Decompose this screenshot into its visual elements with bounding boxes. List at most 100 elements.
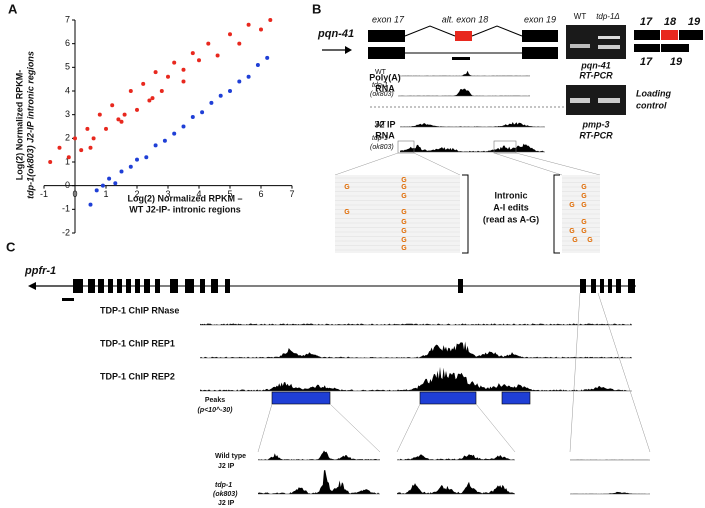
edit-base: G xyxy=(401,193,407,200)
point xyxy=(104,126,108,131)
exon xyxy=(126,279,131,293)
y-tick-label: -1 xyxy=(62,204,70,214)
point xyxy=(181,67,186,72)
point xyxy=(97,112,102,117)
arrow-head xyxy=(28,282,36,290)
zoom-box xyxy=(397,140,415,154)
point xyxy=(88,145,93,150)
gel-caption: Loading xyxy=(636,88,671,98)
exon xyxy=(155,279,160,293)
scale-bar xyxy=(62,298,74,301)
gel xyxy=(566,25,626,59)
exon xyxy=(73,279,83,293)
track-label: TDP-1 ChIP RNase xyxy=(100,305,179,315)
edits-label: A-I edits xyxy=(493,202,529,212)
track-label: Poly(A) xyxy=(369,72,401,82)
exon-label: alt. exon 18 xyxy=(442,14,489,24)
track-label: RNA xyxy=(375,130,395,140)
line xyxy=(475,403,516,453)
point xyxy=(94,188,99,193)
point xyxy=(259,27,263,32)
y-axis-label: Log(2) Normalized RPKM- xyxy=(14,70,24,181)
y-tick-label: 7 xyxy=(65,14,70,24)
band xyxy=(598,36,620,39)
y-tick-label: 1 xyxy=(65,156,70,166)
y-tick-label: 4 xyxy=(65,85,70,95)
edit-base: G xyxy=(581,219,587,226)
coverage-track xyxy=(258,450,380,460)
track-label: tdp-1 xyxy=(372,82,388,89)
bracket xyxy=(462,174,469,254)
x-axis-label: Log(2) Normalized RPKM – xyxy=(127,193,242,203)
exon xyxy=(628,279,635,293)
track-label: (ok803) xyxy=(370,144,394,151)
exon xyxy=(135,279,140,293)
x-tick-label: 2 xyxy=(134,189,139,199)
exon xyxy=(88,279,95,293)
gel-caption: pmp-3 xyxy=(582,119,610,129)
point xyxy=(119,169,124,174)
edit-base: G xyxy=(587,237,593,244)
track-label: J2 IP xyxy=(374,119,395,129)
coverage-track xyxy=(400,143,545,152)
edits-label: (read as A-G) xyxy=(483,214,539,224)
point xyxy=(181,124,186,129)
exon xyxy=(225,279,230,293)
track-label: RNA xyxy=(375,83,395,93)
point xyxy=(144,155,149,160)
point xyxy=(107,176,112,181)
isoform-label: 19 xyxy=(670,56,683,68)
point xyxy=(246,74,251,79)
gel-caption: control xyxy=(636,100,667,110)
exon xyxy=(600,279,604,293)
track-label: J2 IP xyxy=(218,500,235,507)
y-tick-label: 0 xyxy=(65,180,70,190)
point xyxy=(141,81,146,86)
edit-base: G xyxy=(401,184,407,191)
edit-base: G xyxy=(581,184,587,191)
coverage-track xyxy=(258,470,380,494)
point xyxy=(159,89,164,93)
band xyxy=(598,45,620,49)
exon xyxy=(185,279,194,293)
coverage-track xyxy=(200,341,632,358)
point xyxy=(206,41,211,46)
line xyxy=(493,152,563,176)
point xyxy=(172,60,177,65)
point xyxy=(237,41,242,46)
peaks-label: Peaks xyxy=(205,397,225,404)
line xyxy=(329,403,381,453)
line xyxy=(413,152,461,176)
edits-label: Intronic xyxy=(495,190,528,200)
track-label: tdp-1 xyxy=(215,482,232,489)
point xyxy=(88,202,93,207)
exon xyxy=(661,30,678,40)
track-label: TDP-1 ChIP REP1 xyxy=(100,338,175,348)
gene-name: ppfr-1 xyxy=(24,265,56,277)
exon xyxy=(661,44,689,52)
coverage-track xyxy=(398,88,530,96)
exon xyxy=(591,279,596,293)
intron xyxy=(404,25,456,37)
gel-label: tdp-1Δ xyxy=(596,12,620,21)
track-label: tdp-1 xyxy=(372,135,388,142)
point xyxy=(246,22,251,27)
point xyxy=(48,160,53,164)
point xyxy=(113,181,118,186)
point xyxy=(200,110,205,115)
panel-label: B xyxy=(312,1,321,16)
y-tick-label: 3 xyxy=(65,109,70,119)
line xyxy=(597,292,651,453)
point xyxy=(181,79,186,84)
edit-base: G xyxy=(401,177,407,184)
line xyxy=(257,403,273,453)
x-tick-label: 5 xyxy=(227,189,232,199)
edit-base: G xyxy=(401,219,407,226)
exon xyxy=(634,44,660,52)
point xyxy=(85,126,90,131)
peak xyxy=(271,391,331,405)
track-label: (ok803) xyxy=(370,91,394,98)
exon xyxy=(368,30,405,42)
point xyxy=(147,98,152,103)
